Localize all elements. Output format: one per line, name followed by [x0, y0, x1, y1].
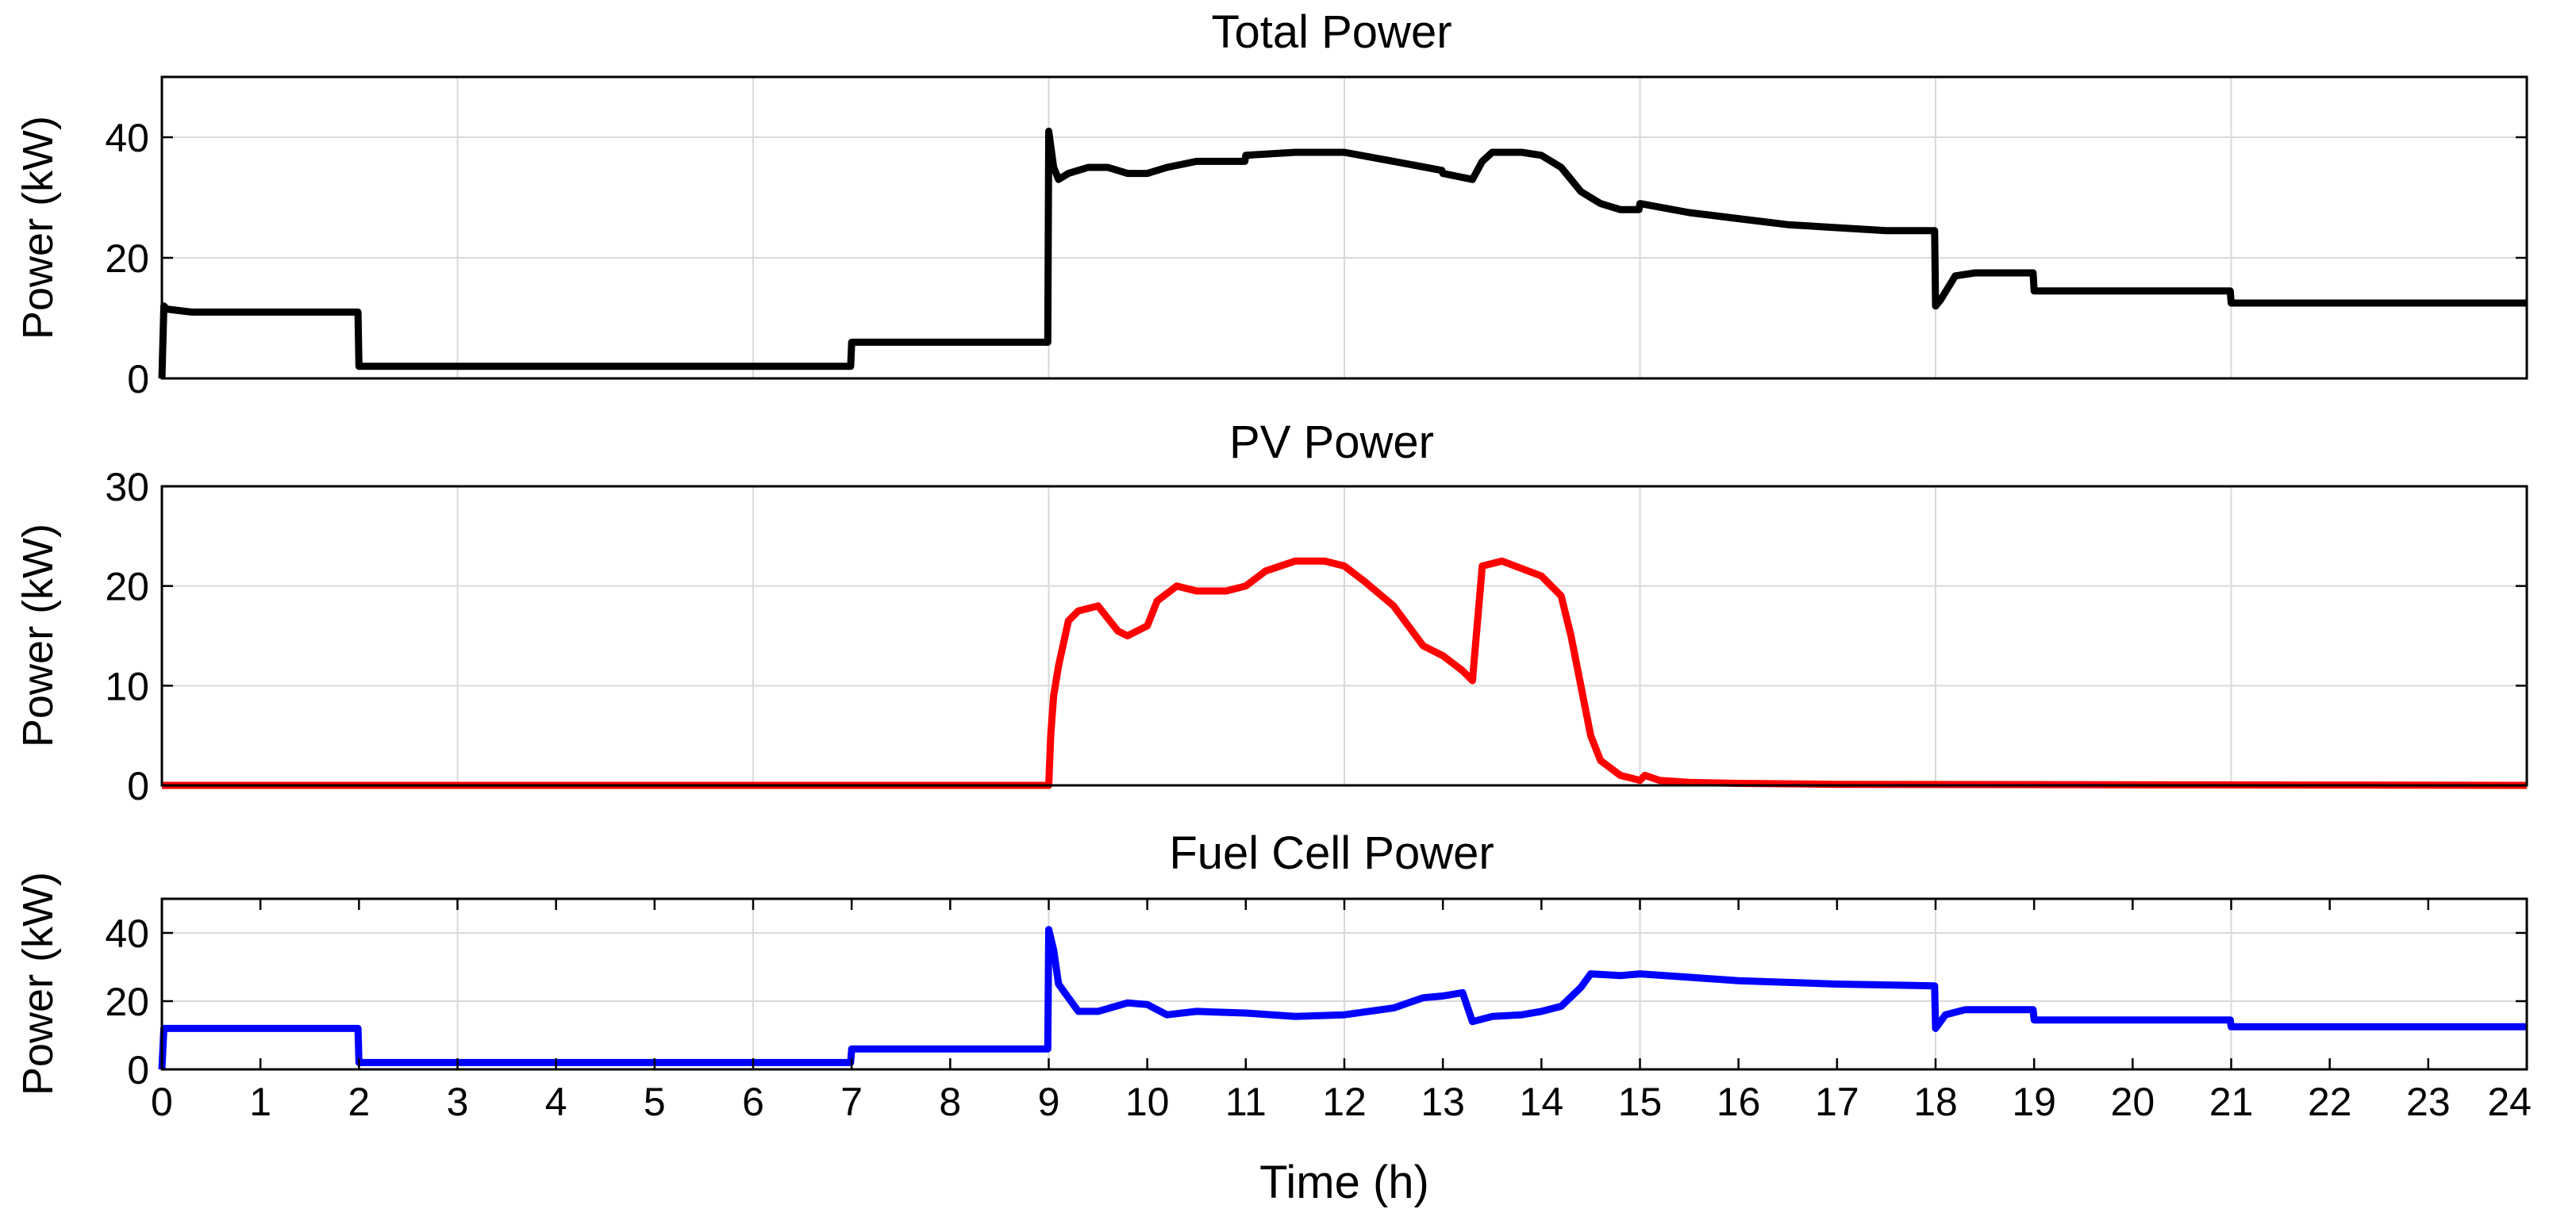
total-power-panel: Total Power 0 20 40 Power (kW): [14, 6, 2528, 401]
y-axis-label: Power (kW): [14, 872, 62, 1096]
y-tick-label: 0: [127, 357, 149, 401]
y-axis-label: Power (kW): [14, 116, 62, 340]
x-tick-label: 4: [545, 1080, 567, 1124]
y-ticks: 0 20 40: [105, 116, 2527, 401]
y-tick-label: 40: [105, 912, 149, 956]
y-tick-label: 20: [105, 980, 149, 1024]
x-tick-label: 11: [1225, 1080, 1267, 1124]
grid: [162, 77, 2527, 378]
x-tick-label: 2: [348, 1080, 370, 1124]
x-tick-label: 9: [1038, 1080, 1060, 1124]
x-tick-label: 15: [1618, 1080, 1663, 1124]
chart-title: Fuel Cell Power: [1169, 827, 1494, 879]
x-tick-label: 24: [2487, 1080, 2532, 1124]
series: [158, 926, 2527, 1070]
x-tick-label: 20: [2111, 1080, 2155, 1124]
grid: [162, 486, 2527, 785]
plot-frame: [160, 897, 2528, 1071]
x-tick-label: 21: [2209, 1080, 2254, 1124]
x-tick-label: 18: [1913, 1080, 1958, 1124]
y-tick-label: 0: [127, 1048, 149, 1092]
x-tick-label: 23: [2406, 1080, 2451, 1124]
x-tick-label: 8: [939, 1080, 961, 1124]
series-line: [162, 557, 2528, 789]
y-tick-label: 10: [105, 664, 149, 708]
plot-frame: [160, 485, 2528, 787]
x-tick-label: 19: [2012, 1080, 2056, 1124]
x-tick-label: 14: [1520, 1080, 1564, 1124]
series: [158, 127, 2527, 379]
x-tick-label: 22: [2308, 1080, 2352, 1124]
x-tick-label: 10: [1125, 1080, 1170, 1124]
y-tick-label: 30: [105, 465, 149, 509]
y-tick-label: 40: [105, 116, 149, 160]
x-tick-label: 3: [447, 1080, 469, 1124]
y-ticks: 0 20 40: [105, 912, 2527, 1092]
pv-power-panel: PV Power 0 10 20 30 Power (kW): [14, 416, 2528, 808]
chart-title: Total Power: [1211, 6, 1451, 58]
x-tick-label: 12: [1322, 1080, 1367, 1124]
series-line: [158, 926, 2527, 1070]
y-tick-label: 20: [105, 236, 149, 281]
x-tick-label: 5: [644, 1080, 666, 1124]
x-tick-label: 13: [1421, 1080, 1465, 1124]
plot-frame: [160, 75, 2528, 380]
y-tick-label: 20: [105, 565, 149, 609]
x-tick-label: 6: [742, 1080, 764, 1124]
x-tick-label: 1: [249, 1080, 271, 1124]
x-axis-label: Time (h): [1259, 1157, 1429, 1208]
x-tick-label: 7: [840, 1080, 863, 1124]
series: [162, 557, 2528, 789]
x-tick-label: 17: [1815, 1080, 1859, 1124]
y-axis-label: Power (kW): [14, 524, 62, 747]
series-line: [158, 127, 2527, 379]
grid: [162, 899, 2527, 1069]
y-tick-label: 0: [127, 764, 149, 808]
y-ticks: 0 10 20 30: [105, 465, 2527, 808]
x-ticks: 0 1 2 3 4 5 6 7 8 9 10 11 12 13 14 15 16 17 18 19 20 21 22 23 24: [151, 899, 2532, 1124]
x-tick-label: 0: [151, 1080, 173, 1124]
x-tick-label: 16: [1717, 1080, 1761, 1124]
chart-title: PV Power: [1229, 416, 1434, 468]
